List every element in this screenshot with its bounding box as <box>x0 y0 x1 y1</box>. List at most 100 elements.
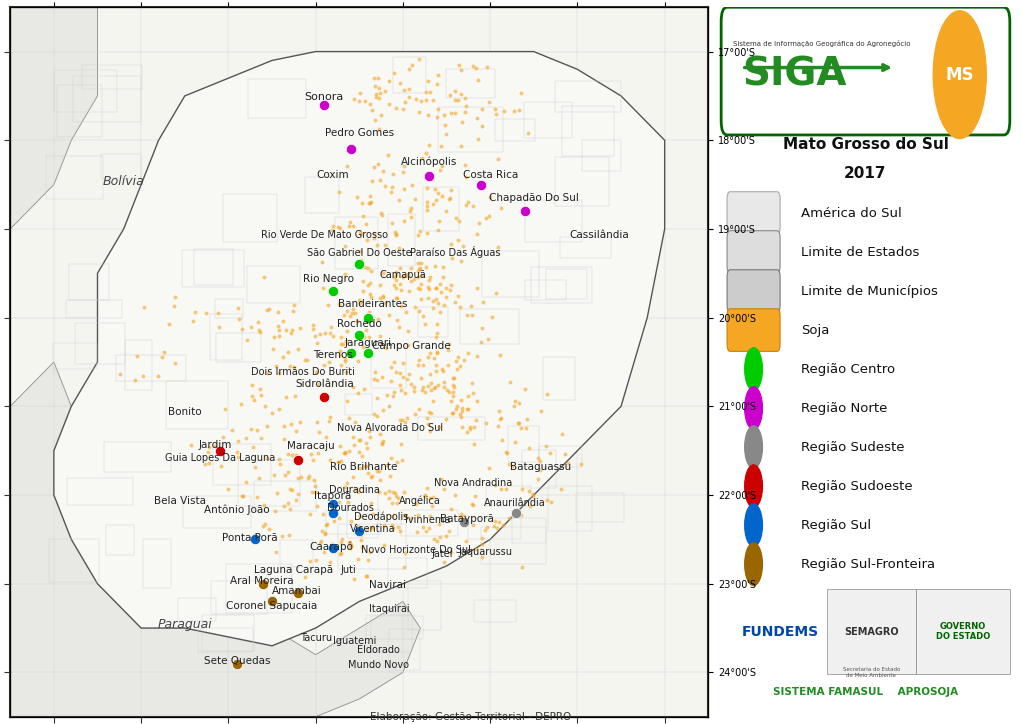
Point <box>371 87 388 98</box>
Point <box>256 499 272 510</box>
Point <box>419 482 436 494</box>
Point <box>244 390 261 402</box>
FancyBboxPatch shape <box>828 589 916 674</box>
Text: Sistema de Informação Geográfica do Agronegócio: Sistema de Informação Geográfica do Agro… <box>732 41 910 47</box>
Point <box>344 308 360 319</box>
Point <box>452 140 469 151</box>
Point <box>396 84 412 96</box>
Point <box>438 291 454 303</box>
Point <box>530 473 546 485</box>
Point <box>414 311 431 322</box>
Point <box>388 282 404 293</box>
Point <box>554 429 571 440</box>
Point <box>167 358 183 369</box>
Point <box>392 379 408 390</box>
Point <box>339 306 355 317</box>
Point <box>385 169 401 180</box>
Point <box>350 526 366 538</box>
Point <box>362 289 379 300</box>
Point <box>438 282 454 293</box>
Point <box>369 411 386 422</box>
Point <box>365 508 382 520</box>
Point <box>353 254 369 266</box>
Point <box>403 202 419 214</box>
Point <box>199 446 216 458</box>
Point <box>279 448 296 460</box>
Point <box>136 302 152 313</box>
Point <box>308 555 324 566</box>
Point <box>259 304 275 316</box>
Point <box>500 513 517 524</box>
Point <box>411 306 428 317</box>
Point <box>388 229 404 240</box>
Point <box>321 357 338 369</box>
Text: Terenos: Terenos <box>313 350 353 360</box>
Point <box>449 234 465 245</box>
Point <box>410 403 427 414</box>
Point <box>246 394 262 405</box>
Text: Bonito: Bonito <box>168 407 202 417</box>
Point <box>388 366 404 378</box>
Point <box>497 446 514 458</box>
Point <box>411 264 428 275</box>
Point <box>495 106 512 117</box>
Point <box>421 283 438 295</box>
Point <box>475 296 491 308</box>
Text: Sidrolândia: Sidrolândia <box>295 379 354 389</box>
Point <box>342 310 358 321</box>
Point <box>268 546 284 557</box>
Text: Região Sudoeste: Região Sudoeste <box>801 480 913 492</box>
Point <box>407 93 424 105</box>
Point <box>112 368 128 379</box>
Point <box>428 183 444 195</box>
Point <box>264 596 280 607</box>
Point <box>292 417 308 429</box>
Point <box>435 271 451 282</box>
Point <box>428 282 444 294</box>
Point <box>252 326 268 337</box>
Point <box>452 408 469 419</box>
Point <box>310 447 326 459</box>
Point <box>356 383 372 395</box>
Point <box>252 383 268 395</box>
Point <box>400 270 416 282</box>
Point <box>428 282 444 294</box>
Point <box>333 331 350 342</box>
Point <box>419 292 436 304</box>
Text: Navirai: Navirai <box>368 580 406 590</box>
Point <box>490 405 506 417</box>
Point <box>514 561 530 573</box>
Point <box>336 447 352 459</box>
Point <box>385 522 401 534</box>
Point <box>316 546 332 557</box>
Point <box>360 263 376 274</box>
Point <box>517 383 533 395</box>
Text: Mundo Novo: Mundo Novo <box>348 660 409 670</box>
Text: Mato Grosso do Sul: Mato Grosso do Sul <box>783 137 948 152</box>
Point <box>429 319 445 330</box>
Point <box>411 263 428 274</box>
Point <box>398 306 414 318</box>
Point <box>323 224 340 236</box>
Text: Dourados: Dourados <box>327 503 374 513</box>
Point <box>392 525 408 536</box>
Point <box>356 460 372 471</box>
Point <box>445 381 461 392</box>
Point <box>422 492 439 503</box>
Point <box>418 412 435 424</box>
Point <box>474 322 490 334</box>
Point <box>489 522 505 534</box>
Point <box>443 503 459 515</box>
Point <box>284 449 301 460</box>
Point <box>513 422 529 434</box>
Point <box>362 98 379 109</box>
Point <box>337 240 353 252</box>
Point <box>458 200 475 211</box>
Text: Secretaria do Estado
de Meio Ambiente: Secretaria do Estado de Meio Ambiente <box>843 667 900 678</box>
Point <box>229 446 246 458</box>
Point <box>325 507 342 518</box>
Point <box>355 211 371 222</box>
Point <box>380 389 396 400</box>
Point <box>307 331 323 342</box>
Point <box>290 454 306 466</box>
